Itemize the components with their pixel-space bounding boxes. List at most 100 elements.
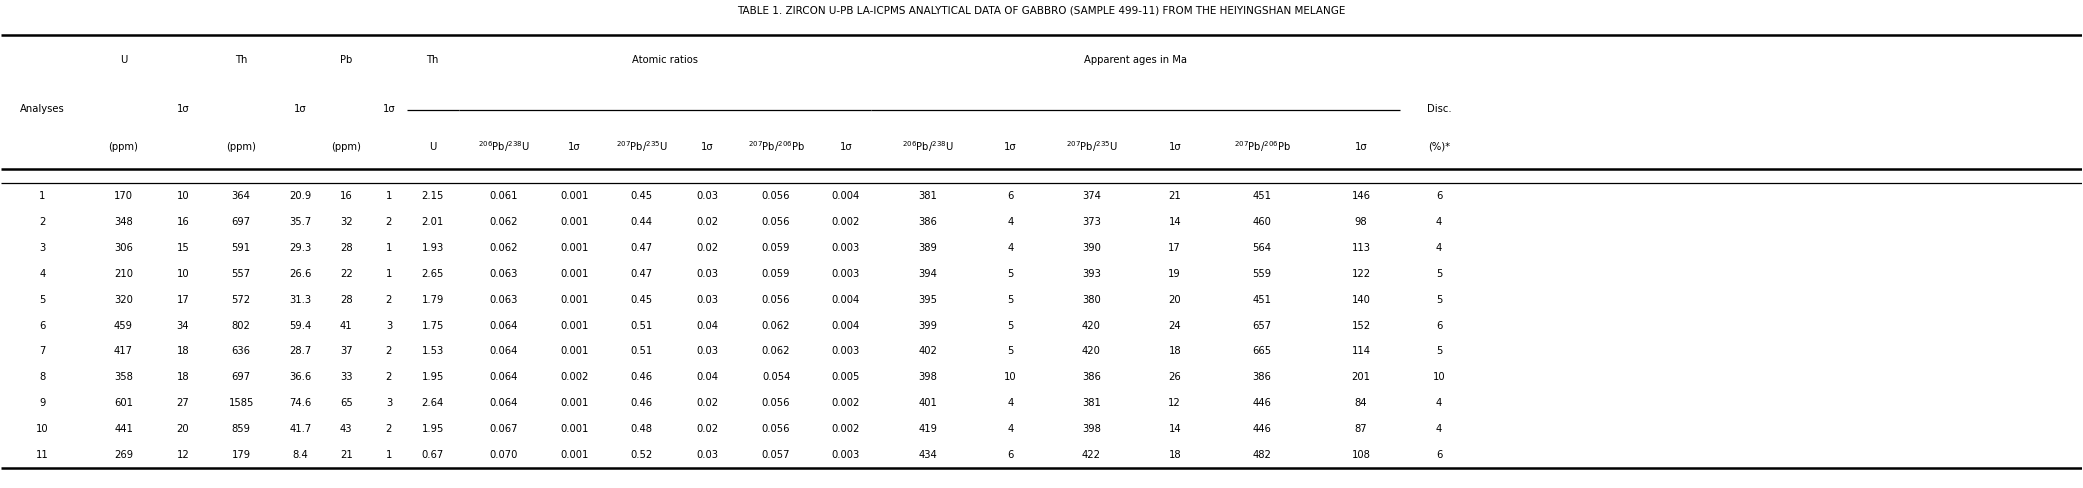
Text: 20: 20: [1169, 295, 1181, 305]
Text: 3: 3: [40, 243, 46, 253]
Text: 18: 18: [1169, 346, 1181, 356]
Text: 6: 6: [1435, 321, 1441, 330]
Text: 201: 201: [1352, 372, 1371, 382]
Text: 386: 386: [919, 217, 937, 227]
Text: $^{206}$Pb/$^{238}$U: $^{206}$Pb/$^{238}$U: [902, 139, 954, 154]
Text: 0.04: 0.04: [696, 321, 719, 330]
Text: 10: 10: [1004, 372, 1017, 382]
Text: 0.004: 0.004: [831, 321, 860, 330]
Text: 0.46: 0.46: [631, 398, 652, 408]
Text: 0.002: 0.002: [560, 372, 587, 382]
Text: 4: 4: [1008, 398, 1014, 408]
Text: (ppm): (ppm): [227, 142, 256, 152]
Text: 0.004: 0.004: [831, 295, 860, 305]
Text: 0.062: 0.062: [762, 321, 789, 330]
Text: 4: 4: [1435, 424, 1441, 434]
Text: 0.056: 0.056: [762, 217, 789, 227]
Text: 43: 43: [340, 424, 352, 434]
Text: 28.7: 28.7: [290, 346, 312, 356]
Text: U: U: [429, 142, 435, 152]
Text: 16: 16: [340, 191, 352, 201]
Text: 0.001: 0.001: [560, 269, 587, 279]
Text: 0.03: 0.03: [696, 346, 719, 356]
Text: 399: 399: [919, 321, 937, 330]
Text: 0.002: 0.002: [831, 424, 860, 434]
Text: 0.004: 0.004: [831, 191, 860, 201]
Text: 572: 572: [231, 295, 250, 305]
Text: 1: 1: [385, 243, 392, 253]
Text: 0.056: 0.056: [762, 424, 789, 434]
Text: 10: 10: [177, 191, 190, 201]
Text: 0.003: 0.003: [831, 450, 860, 460]
Text: 591: 591: [231, 243, 250, 253]
Text: $^{207}$Pb/$^{235}$U: $^{207}$Pb/$^{235}$U: [1066, 139, 1116, 154]
Text: 2: 2: [40, 217, 46, 227]
Text: 0.064: 0.064: [490, 372, 517, 382]
Text: 0.001: 0.001: [560, 191, 587, 201]
Text: 390: 390: [1081, 243, 1102, 253]
Text: 11: 11: [35, 450, 48, 460]
Text: 358: 358: [115, 372, 133, 382]
Text: 446: 446: [1252, 398, 1271, 408]
Text: 434: 434: [919, 450, 937, 460]
Text: 0.03: 0.03: [696, 269, 719, 279]
Text: 5: 5: [1006, 346, 1014, 356]
Text: 401: 401: [919, 398, 937, 408]
Text: 0.47: 0.47: [631, 269, 652, 279]
Text: 0.03: 0.03: [696, 450, 719, 460]
Text: 559: 559: [1252, 269, 1273, 279]
Text: 0.001: 0.001: [560, 321, 587, 330]
Text: 4: 4: [1435, 398, 1441, 408]
Text: 5: 5: [1006, 321, 1014, 330]
Text: Apparent ages in Ma: Apparent ages in Ma: [1083, 55, 1187, 65]
Text: 12: 12: [1169, 398, 1181, 408]
Text: 20: 20: [177, 424, 190, 434]
Text: 0.063: 0.063: [490, 269, 517, 279]
Text: 4: 4: [1435, 243, 1441, 253]
Text: 386: 386: [1081, 372, 1102, 382]
Text: 0.02: 0.02: [696, 424, 719, 434]
Text: 0.067: 0.067: [490, 424, 519, 434]
Text: TABLE 1. ZIRCON U-PB LA-ICPMS ANALYTICAL DATA OF GABBRO (SAMPLE 499-11) FROM THE: TABLE 1. ZIRCON U-PB LA-ICPMS ANALYTICAL…: [737, 5, 1346, 16]
Text: 170: 170: [115, 191, 133, 201]
Text: 12: 12: [177, 450, 190, 460]
Text: 0.002: 0.002: [831, 398, 860, 408]
Text: 29.3: 29.3: [290, 243, 312, 253]
Text: 420: 420: [1081, 321, 1102, 330]
Text: 19: 19: [1169, 269, 1181, 279]
Text: 0.070: 0.070: [490, 450, 517, 460]
Text: 1: 1: [40, 191, 46, 201]
Text: 0.054: 0.054: [762, 372, 789, 382]
Text: 10: 10: [1433, 372, 1446, 382]
Text: 0.51: 0.51: [631, 321, 652, 330]
Text: 0.056: 0.056: [762, 398, 789, 408]
Text: 16: 16: [177, 217, 190, 227]
Text: 381: 381: [1081, 398, 1102, 408]
Text: 37: 37: [340, 346, 352, 356]
Text: 36.6: 36.6: [290, 372, 312, 382]
Text: 0.062: 0.062: [490, 217, 519, 227]
Text: 20.9: 20.9: [290, 191, 312, 201]
Text: 6: 6: [1435, 450, 1441, 460]
Text: 348: 348: [115, 217, 133, 227]
Text: 32: 32: [340, 217, 352, 227]
Text: 28: 28: [340, 243, 352, 253]
Text: 2.01: 2.01: [421, 217, 444, 227]
Text: 557: 557: [231, 269, 250, 279]
Text: 1: 1: [385, 450, 392, 460]
Text: 0.056: 0.056: [762, 295, 789, 305]
Text: 31.3: 31.3: [290, 295, 312, 305]
Text: 306: 306: [115, 243, 133, 253]
Text: 859: 859: [231, 424, 250, 434]
Text: 4: 4: [1008, 243, 1014, 253]
Text: 398: 398: [1081, 424, 1102, 434]
Text: 22: 22: [340, 269, 352, 279]
Text: 0.003: 0.003: [831, 346, 860, 356]
Text: 0.005: 0.005: [831, 372, 860, 382]
Text: 17: 17: [177, 295, 190, 305]
Text: 451: 451: [1252, 191, 1271, 201]
Text: 0.063: 0.063: [490, 295, 517, 305]
Text: $^{207}$Pb/$^{206}$Pb: $^{207}$Pb/$^{206}$Pb: [1233, 139, 1291, 154]
Text: 0.04: 0.04: [696, 372, 719, 382]
Text: 6: 6: [1006, 191, 1014, 201]
